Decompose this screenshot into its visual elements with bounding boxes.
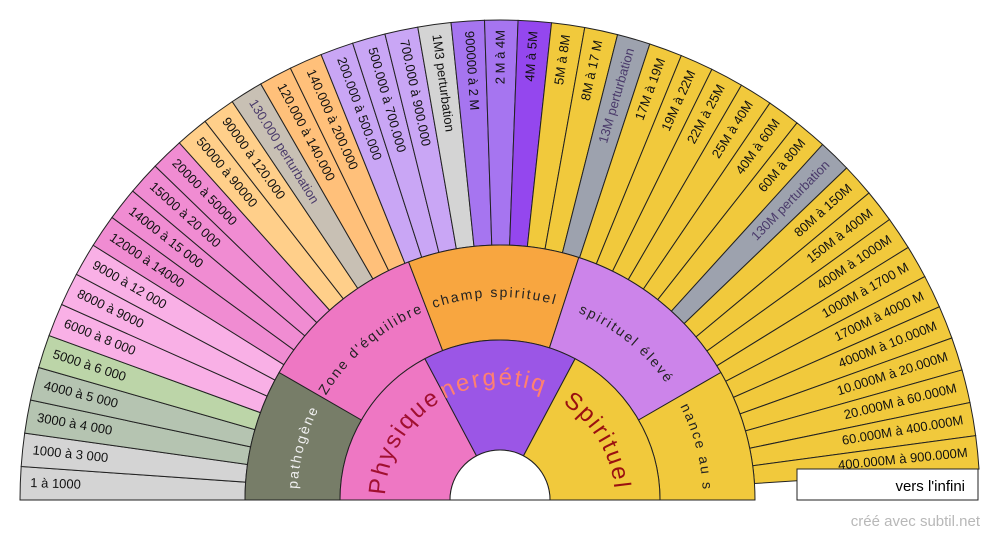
outer-end-label: vers l'infini (895, 478, 965, 495)
outer-segment-label: 2 M à 4M (493, 30, 508, 84)
outer-segment-label: 4M à 5M (522, 31, 541, 83)
outer-segment-label: 5M à 8M (551, 34, 573, 86)
outer-segment-label: 900000 à 2 M (462, 30, 482, 110)
outer-end-box (796, 468, 979, 501)
hub-cutout (449, 449, 551, 501)
footer-credit: créé avec subtil.net (850, 513, 980, 530)
outer-segment-label: 1 à 1000 (30, 475, 81, 492)
